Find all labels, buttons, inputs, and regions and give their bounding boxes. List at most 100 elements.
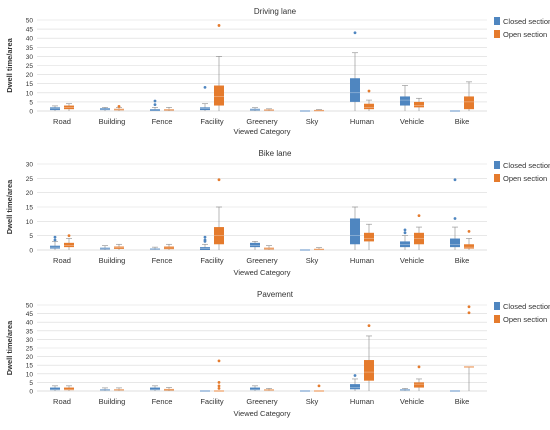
y-tick-label: 25 bbox=[26, 63, 34, 70]
chart-panel: Driving lane 0 5 10 15 20 25 30 35 40 45 50 Dwell ti… bbox=[5, 7, 550, 136]
box-open bbox=[114, 105, 124, 111]
box-body bbox=[214, 85, 224, 106]
box-body bbox=[150, 387, 160, 391]
x-tick-label: Road bbox=[53, 117, 71, 126]
outlier-point bbox=[217, 359, 221, 363]
box-body bbox=[450, 238, 460, 248]
box-body bbox=[200, 107, 210, 111]
x-tick-label: Road bbox=[53, 256, 71, 265]
box-open bbox=[64, 103, 74, 111]
box-open bbox=[264, 245, 274, 250]
legend-swatch bbox=[494, 30, 500, 38]
box-open bbox=[164, 387, 174, 391]
y-tick-label: 30 bbox=[26, 54, 34, 61]
outlier-point bbox=[203, 85, 207, 89]
y-tick-label: 30 bbox=[26, 162, 34, 169]
outlier-point bbox=[53, 235, 57, 239]
y-tick-label: 50 bbox=[26, 303, 34, 310]
x-tick-label: Human bbox=[350, 397, 374, 406]
outlier-point bbox=[153, 103, 157, 107]
x-tick-label: Fence bbox=[152, 117, 173, 126]
chart-panel: Bike lane 0 5 10 15 20 25 30 Dwell time/area View… bbox=[5, 149, 550, 277]
box-closed bbox=[50, 105, 60, 111]
outlier-point bbox=[467, 311, 471, 315]
legend-swatch bbox=[494, 161, 500, 169]
x-axis-label: Viewed Category bbox=[234, 268, 291, 277]
box-closed bbox=[250, 241, 260, 250]
x-tick-label: Vehicle bbox=[400, 397, 424, 406]
x-tick-label: Sky bbox=[306, 117, 319, 126]
outlier-point bbox=[417, 214, 421, 218]
outlier-point bbox=[203, 235, 207, 239]
box-body bbox=[164, 109, 174, 111]
outlier-point bbox=[353, 374, 357, 377]
box-body bbox=[350, 384, 360, 390]
box-body bbox=[364, 360, 374, 381]
chart-title: Bike lane bbox=[259, 149, 292, 158]
box-closed bbox=[300, 249, 310, 251]
x-tick-label: Fence bbox=[152, 397, 173, 406]
x-tick-label: Facility bbox=[200, 117, 224, 126]
y-tick-label: 40 bbox=[26, 320, 34, 327]
box-closed bbox=[300, 110, 310, 112]
outlier-point bbox=[217, 381, 221, 384]
box-closed bbox=[400, 228, 410, 250]
box-open bbox=[314, 109, 324, 112]
y-tick-label: 10 bbox=[26, 371, 34, 378]
legend-swatch bbox=[494, 17, 500, 25]
box-open bbox=[264, 108, 274, 111]
outlier-point bbox=[453, 217, 457, 220]
outlier-point bbox=[467, 305, 471, 309]
box-closed bbox=[400, 388, 410, 391]
box-open bbox=[214, 359, 224, 392]
x-tick-label: Bike bbox=[455, 397, 470, 406]
box-closed bbox=[450, 110, 460, 112]
box-body bbox=[350, 218, 360, 245]
box-open bbox=[264, 388, 274, 391]
box-closed bbox=[150, 385, 160, 391]
box-open bbox=[64, 234, 74, 250]
y-tick-label: 0 bbox=[29, 389, 33, 396]
y-tick-label: 40 bbox=[26, 36, 34, 43]
outlier-point bbox=[367, 324, 371, 328]
y-tick-label: 0 bbox=[29, 248, 33, 255]
box-open bbox=[214, 24, 224, 111]
legend-label: Open section bbox=[503, 174, 547, 183]
x-tick-label: Human bbox=[350, 117, 374, 126]
box-body bbox=[350, 78, 360, 102]
x-tick-label: Building bbox=[99, 397, 126, 406]
legend: Closed section Open section bbox=[494, 302, 550, 324]
outlier-point bbox=[403, 231, 407, 235]
y-tick-label: 25 bbox=[26, 176, 34, 183]
x-tick-label: Facility bbox=[200, 397, 224, 406]
outlier-point bbox=[417, 365, 421, 369]
y-tick-label: 20 bbox=[26, 354, 34, 361]
box-closed bbox=[450, 178, 460, 250]
box-body bbox=[64, 387, 74, 391]
outlier-point bbox=[467, 229, 471, 233]
box-open bbox=[164, 243, 174, 250]
x-tick-label: Facility bbox=[200, 256, 224, 265]
box-open bbox=[464, 81, 474, 111]
outlier-point bbox=[403, 228, 407, 232]
box-body bbox=[364, 103, 374, 110]
legend-label: Closed section bbox=[503, 17, 550, 26]
y-tick-label: 35 bbox=[26, 45, 34, 52]
box-body bbox=[250, 242, 260, 248]
outlier-point bbox=[317, 384, 321, 388]
x-tick-label: Vehicle bbox=[400, 117, 424, 126]
box-closed bbox=[100, 107, 110, 111]
outlier-point bbox=[353, 31, 357, 35]
y-tick-label: 30 bbox=[26, 337, 34, 344]
x-tick-label: Bike bbox=[455, 117, 470, 126]
x-tick-label: Greenery bbox=[246, 397, 278, 406]
x-tick-label: Bike bbox=[455, 256, 470, 265]
x-tick-label: Sky bbox=[306, 397, 319, 406]
outlier-point bbox=[453, 178, 457, 182]
outlier-point bbox=[117, 105, 121, 108]
box-open bbox=[164, 107, 174, 111]
box-open bbox=[414, 214, 424, 250]
box-closed bbox=[250, 385, 260, 391]
legend: Closed section Open section bbox=[494, 161, 550, 183]
box-closed bbox=[250, 107, 260, 111]
